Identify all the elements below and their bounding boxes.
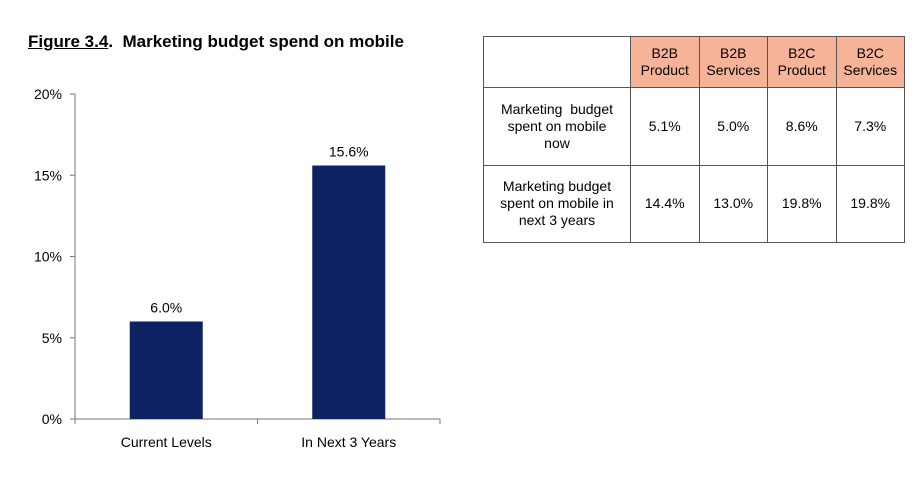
x-axis: Current Levels In Next 3 Years (74, 418, 441, 450)
col-header-b2b-product: B2B Product (630, 35, 700, 89)
y-tick-label: 20% (34, 86, 62, 102)
table-row: Marketing budget spent on mobile now 5.1% … (483, 87, 905, 166)
row-label-next-3-years: Marketing budget spent on mobile in next 3… (483, 164, 631, 244)
y-tick-label: 15% (34, 167, 62, 183)
row-label-now: Marketing budget spent on mobile now (483, 87, 631, 166)
col-header-b2c-services: B2C Services (835, 35, 905, 89)
figure-number: Figure 3.4 (28, 32, 109, 51)
x-tick-label: In Next 3 Years (301, 434, 396, 450)
x-tick-label: Current Levels (121, 434, 212, 450)
table-header-row: B2B Product B2B Services B2C Product B2C Ser… (483, 35, 905, 89)
y-axis: 0% 5% 10% 15% 20% (34, 86, 76, 427)
figure-title-text: Marketing budget spend on mobile (122, 32, 404, 51)
bar-value-label: 15.6% (329, 144, 369, 160)
table-cell: 5.1% (630, 87, 700, 166)
bars: 6.0% 15.6% (129, 144, 386, 419)
table-cell: 5.0% (698, 87, 768, 166)
figure-title-separator: . (108, 32, 114, 51)
table-row: Marketing budget spent on mobile in next 3… (483, 164, 905, 244)
col-header-b2b-services: B2B Services (698, 35, 768, 89)
y-tick-label: 0% (42, 411, 62, 427)
table-cell: 19.8% (835, 164, 905, 244)
col-header-b2c-product: B2C Product (767, 35, 837, 89)
table-cell: 13.0% (698, 164, 768, 244)
bar-chart: 0% 5% 10% 15% 20% Current Levels In Next 3 Ye… (34, 86, 441, 450)
bar (129, 321, 203, 419)
table-cell: 19.8% (767, 164, 837, 244)
bar-value-label: 6.0% (150, 300, 182, 316)
figure-title: Figure 3.4. Marketing budget spend on mo… (28, 32, 404, 52)
y-tick-label: 10% (34, 249, 62, 265)
table-cell: 14.4% (630, 164, 700, 244)
bar (312, 165, 386, 419)
table-cell: 8.6% (767, 87, 837, 166)
table-cell: 7.3% (835, 87, 905, 166)
y-tick-label: 5% (42, 330, 62, 346)
table-corner-cell (483, 35, 631, 89)
budget-table: B2B Product B2B Services B2C Product B2C Ser… (483, 35, 905, 244)
